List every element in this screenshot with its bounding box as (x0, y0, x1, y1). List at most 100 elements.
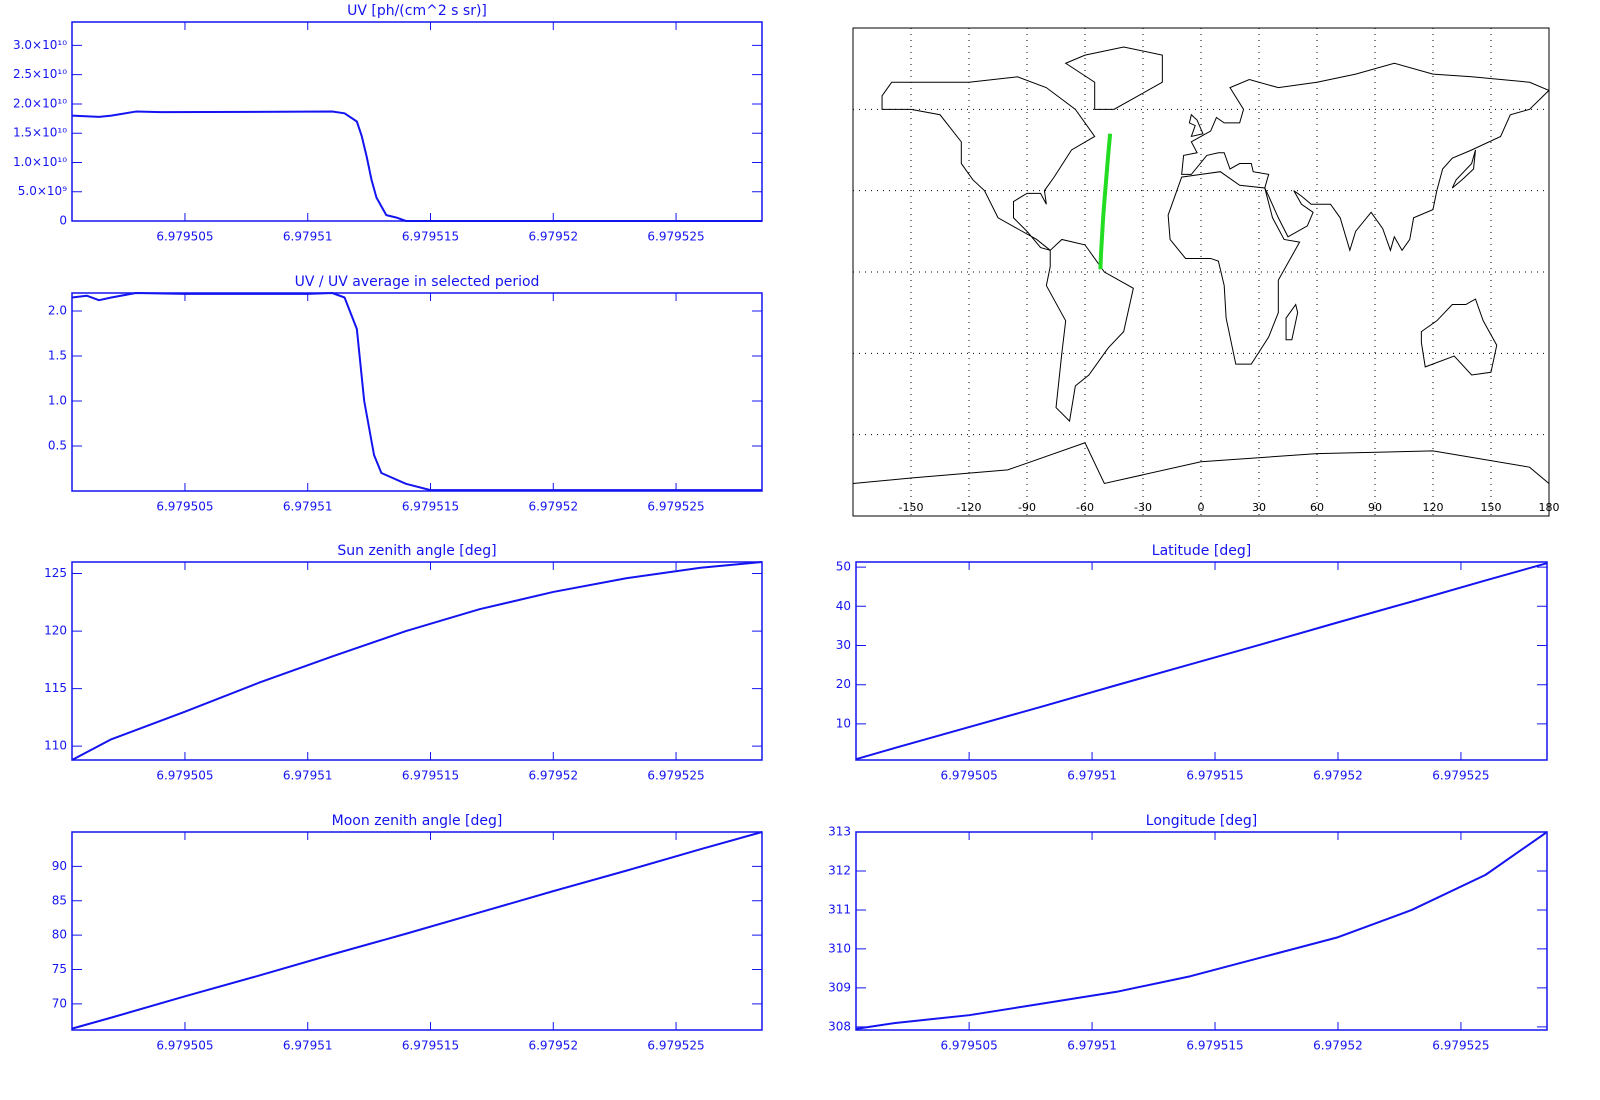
x-tick-label: 6.979525 (647, 500, 704, 514)
y-tick-label: 311 (828, 902, 851, 916)
y-tick-label: 80 (52, 928, 67, 942)
data-line (855, 562, 1548, 761)
coastlines (853, 47, 1549, 483)
y-tick-label: 50 (836, 560, 851, 574)
chart-title: UV [ph/(cm^2 s sr)] (347, 3, 487, 19)
australia (1421, 299, 1496, 375)
y-tick-label: 125 (44, 566, 67, 580)
x-tick-label: 150 (1481, 501, 1502, 514)
x-tick-label: -60 (1076, 501, 1094, 514)
japan (1452, 150, 1475, 188)
greenland (1066, 47, 1163, 109)
y-tick-label: 310 (828, 941, 851, 955)
plot-frame (855, 561, 1548, 761)
x-tick-label: 6.979525 (647, 1039, 704, 1053)
data-line (855, 831, 1548, 1030)
x-tick-label: 60 (1310, 501, 1324, 514)
x-tick-label: 6.979525 (1432, 1039, 1489, 1053)
y-tick-label: 1.0×10¹⁰ (13, 155, 67, 169)
x-tick-label: 6.979505 (940, 1039, 997, 1053)
y-tick-label: 30 (836, 638, 851, 652)
x-tick-label: 6.979505 (156, 500, 213, 514)
y-tick-label: 75 (52, 962, 67, 976)
x-tick-label: 6.97952 (528, 500, 578, 514)
x-tick-label: 6.979525 (647, 230, 704, 244)
y-tick-label: 1.0 (48, 394, 67, 408)
plot-frame (855, 831, 1548, 1031)
x-tick-label: 6.979505 (156, 1039, 213, 1053)
x-tick-label: 6.97951 (1067, 769, 1117, 783)
y-tick-label: 110 (44, 739, 67, 753)
plot-frame (71, 561, 763, 761)
y-tick-label: 312 (828, 863, 851, 877)
y-tick-label: 115 (44, 681, 67, 695)
britain (1189, 115, 1203, 137)
x-tick-label: 6.979525 (1432, 769, 1489, 783)
x-tick-label: -120 (957, 501, 982, 514)
y-tick-label: 90 (52, 859, 67, 873)
x-tick-label: 6.979515 (1186, 769, 1243, 783)
y-tick-label: 2.0×10¹⁰ (13, 96, 67, 110)
y-tick-label: 10 (836, 716, 851, 730)
chart-title: Moon zenith angle [deg] (332, 813, 503, 829)
y-tick-label: 5.0×10⁹ (18, 184, 67, 198)
north-america (882, 77, 1095, 251)
x-tick-label: 6.979515 (402, 500, 459, 514)
x-tick-label: -30 (1134, 501, 1152, 514)
x-tick-label: 6.979515 (1186, 1039, 1243, 1053)
x-tick-label: 6.979505 (156, 769, 213, 783)
south-america (1046, 239, 1133, 421)
x-tick-label: 120 (1423, 501, 1444, 514)
x-tick-label: 6.979515 (402, 1039, 459, 1053)
x-tick-label: 6.97952 (528, 1039, 578, 1053)
data-line (71, 831, 763, 1030)
eurasia (1182, 63, 1549, 250)
ground-track (1098, 133, 1113, 270)
x-tick-label: 90 (1368, 501, 1382, 514)
x-tick-label: 6.97952 (1313, 769, 1363, 783)
y-tick-label: 120 (44, 624, 67, 638)
y-tick-label: 70 (52, 996, 67, 1010)
x-tick-label: -90 (1018, 501, 1036, 514)
y-tick-label: 309 (828, 980, 851, 994)
chart-title: Sun zenith angle [deg] (337, 543, 496, 559)
x-tick-label: 6.97951 (283, 500, 333, 514)
y-tick-label: 2.0 (48, 304, 67, 318)
antarctica (853, 443, 1549, 484)
x-tick-label: 6.979515 (402, 769, 459, 783)
y-tick-label: 2.5×10¹⁰ (13, 67, 67, 81)
africa (1168, 172, 1299, 364)
x-tick-label: 6.97951 (283, 769, 333, 783)
data-line (71, 561, 763, 761)
y-tick-label: 0.5 (48, 439, 67, 453)
x-tick-label: 6.97952 (1313, 1039, 1363, 1053)
y-tick-label: 85 (52, 893, 67, 907)
y-tick-label: 20 (836, 677, 851, 691)
y-tick-label: 3.0×10¹⁰ (13, 38, 67, 52)
plot-frame (71, 831, 763, 1031)
data-line (71, 292, 762, 492)
plot-frame (71, 292, 763, 492)
plot-frame (852, 27, 1550, 517)
x-tick-label: 6.979525 (647, 769, 704, 783)
y-tick-label: 313 (828, 825, 851, 839)
y-tick-label: 1.5×10¹⁰ (13, 126, 67, 140)
x-tick-label: -150 (899, 501, 924, 514)
data-line (71, 110, 762, 222)
x-tick-label: 6.97951 (1067, 1039, 1117, 1053)
chart-title: Longitude [deg] (1146, 813, 1257, 829)
y-tick-label: 308 (828, 1019, 851, 1033)
x-tick-label: 6.97951 (283, 230, 333, 244)
x-tick-label: 6.97951 (283, 1039, 333, 1053)
madagascar (1286, 305, 1298, 340)
x-tick-label: 30 (1252, 501, 1266, 514)
x-tick-label: 6.97952 (528, 769, 578, 783)
x-tick-label: 6.979505 (940, 769, 997, 783)
x-tick-label: 6.97952 (528, 230, 578, 244)
chart-title: UV / UV average in selected period (295, 274, 540, 290)
x-tick-label: 0 (1198, 501, 1205, 514)
x-tick-label: 6.979505 (156, 230, 213, 244)
y-tick-label: 40 (836, 599, 851, 613)
